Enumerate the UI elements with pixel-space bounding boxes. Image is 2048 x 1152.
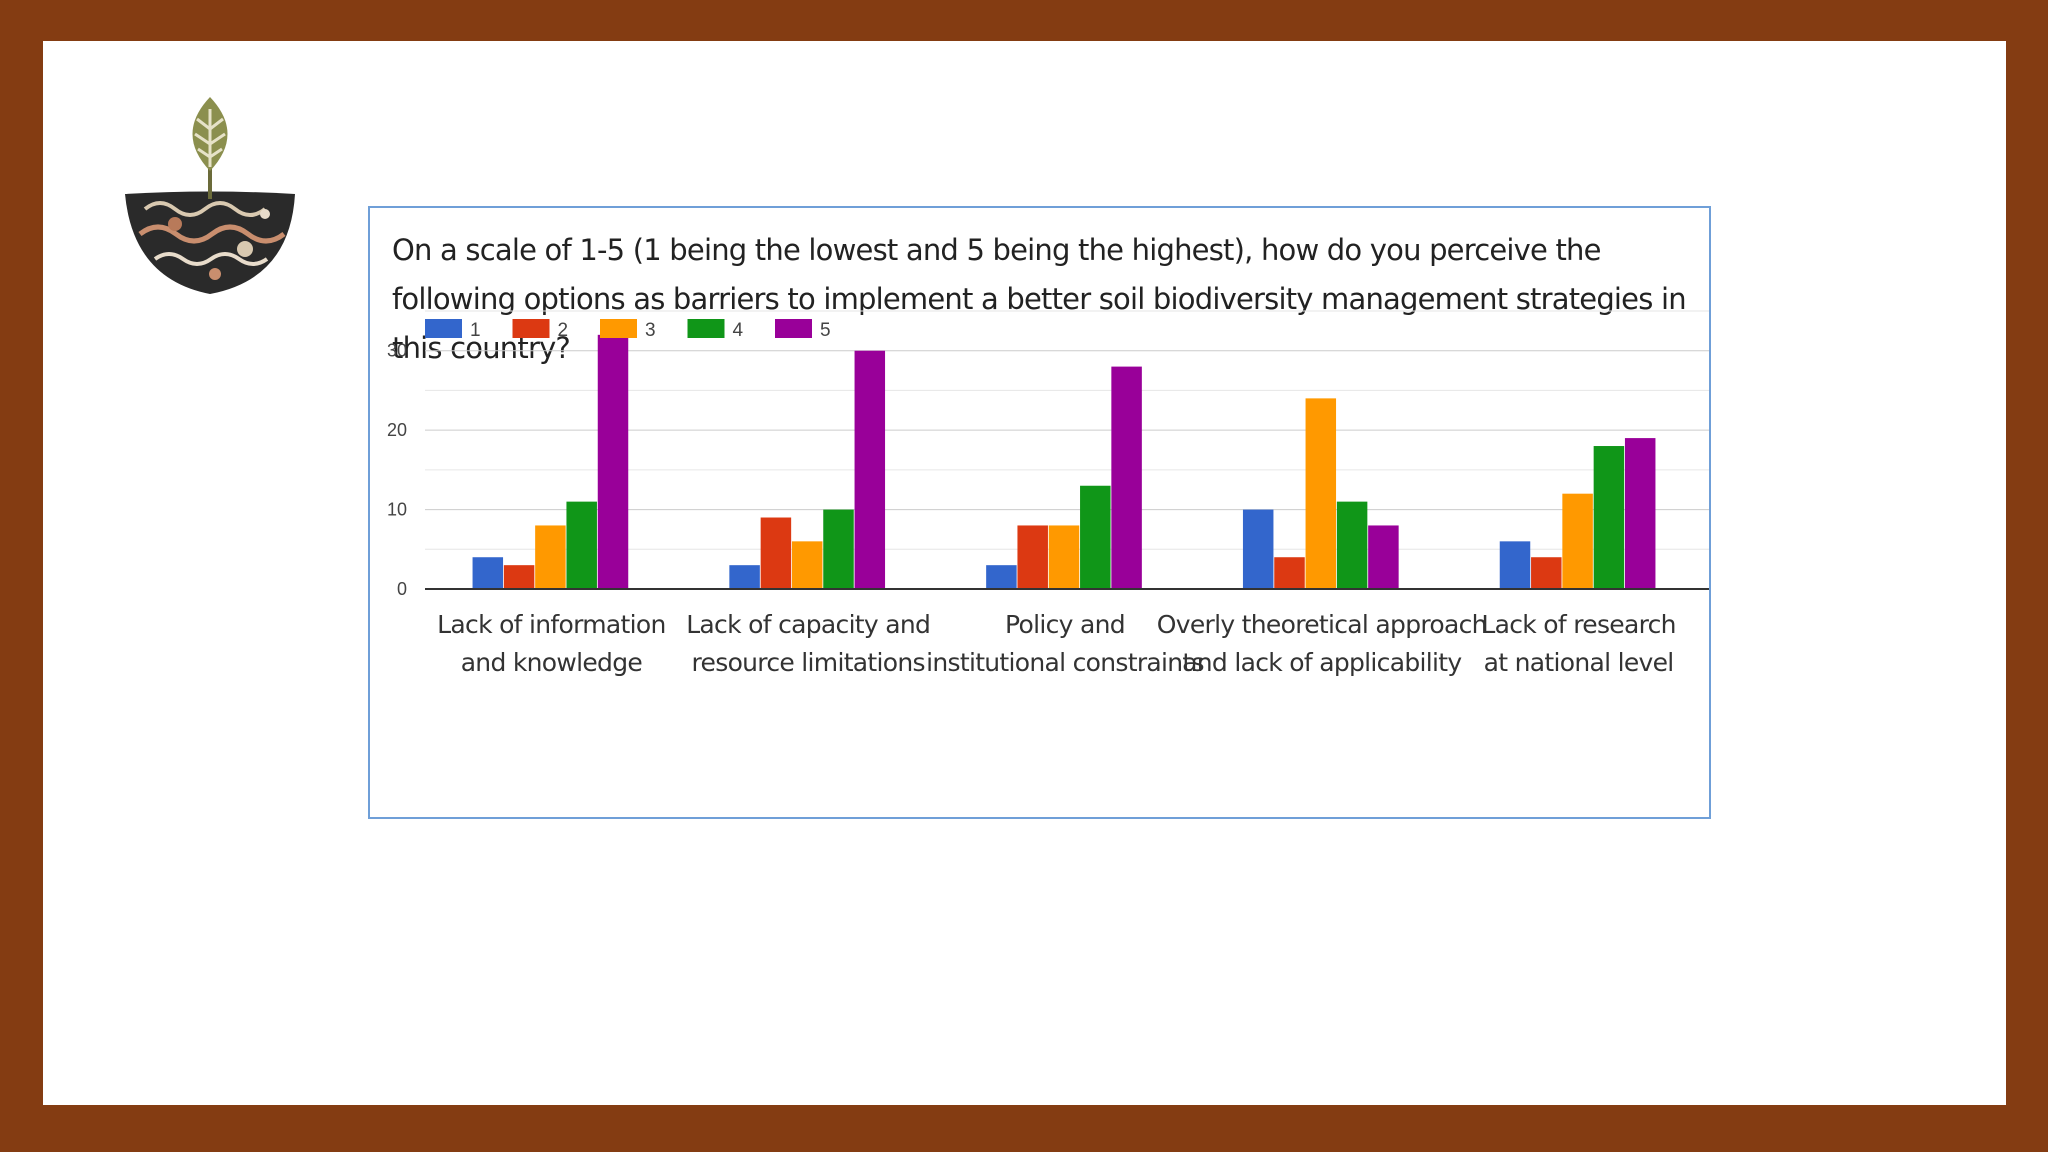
x-tick-label: Overly theoretical approach	[1157, 610, 1487, 639]
bar-1-4	[1242, 509, 1274, 589]
legend-swatch-5	[775, 319, 812, 338]
bar-4-4	[1336, 501, 1368, 589]
legend-label-2: 2	[558, 320, 569, 341]
plant-bowl-logo-icon	[125, 97, 295, 294]
x-tick-label: resource limitations	[692, 648, 925, 677]
legend-swatch-4	[687, 319, 725, 338]
bar-4-3	[1080, 485, 1111, 589]
y-tick-label: 10	[387, 500, 407, 520]
legend-label-4: 4	[733, 320, 744, 341]
chart-title: On a scale of 1-5 (1 being the lowest an…	[392, 233, 1687, 365]
bar-1-3	[986, 565, 1017, 589]
x-tick-label: Lack of information	[437, 610, 665, 639]
bar-3-5	[1562, 493, 1593, 589]
legend-swatch-1	[425, 319, 462, 338]
x-tick-label: Policy and	[1005, 610, 1125, 639]
bar-3-4	[1305, 398, 1337, 589]
bar-2-3	[1017, 525, 1048, 589]
bar-5-5	[1624, 438, 1656, 589]
chart-panel: On a scale of 1-5 (1 being the lowest an…	[368, 206, 1711, 819]
bar-3-1	[535, 525, 566, 589]
bar-3-3	[1048, 525, 1080, 589]
legend-label-5: 5	[820, 320, 831, 341]
x-tick-label: Lack of research	[1481, 610, 1675, 639]
bar-4-5	[1593, 446, 1625, 589]
bar-1-2	[729, 565, 760, 589]
bar-5-2	[854, 350, 886, 589]
legend-swatch-3	[600, 319, 637, 338]
bar-2-5	[1531, 557, 1562, 589]
y-tick-label: 30	[387, 341, 407, 361]
slide: On a scale of 1-5 (1 being the lowest an…	[43, 41, 2006, 1105]
y-tick-label: 0	[397, 579, 407, 599]
bar-4-2	[823, 509, 854, 589]
x-tick-label: Lack of capacity and	[686, 610, 930, 639]
legend-label-1: 1	[470, 320, 481, 341]
bar-1-5	[1499, 541, 1531, 589]
bar-2-4	[1274, 557, 1305, 589]
bar-5-3	[1111, 366, 1142, 589]
bar-chart: 0 10 20 30 Lack of information and knowledge L…	[387, 310, 1709, 677]
bar-3-2	[791, 541, 823, 589]
bar-2-1	[503, 565, 535, 589]
bar-5-1	[597, 334, 629, 589]
bar-2-2	[760, 517, 792, 589]
bar-1-1	[472, 557, 504, 589]
bar-4-1	[566, 501, 597, 589]
x-tick-label: institutional constraints	[926, 648, 1204, 677]
x-tick-label: at national level	[1484, 648, 1674, 677]
x-tick-label: and lack of applicability	[1182, 648, 1462, 677]
legend-swatch-2	[512, 319, 550, 338]
y-tick-label: 20	[387, 420, 407, 440]
legend-label-3: 3	[645, 320, 656, 341]
bar-5-4	[1368, 525, 1399, 589]
x-tick-label: and knowledge	[461, 648, 643, 677]
